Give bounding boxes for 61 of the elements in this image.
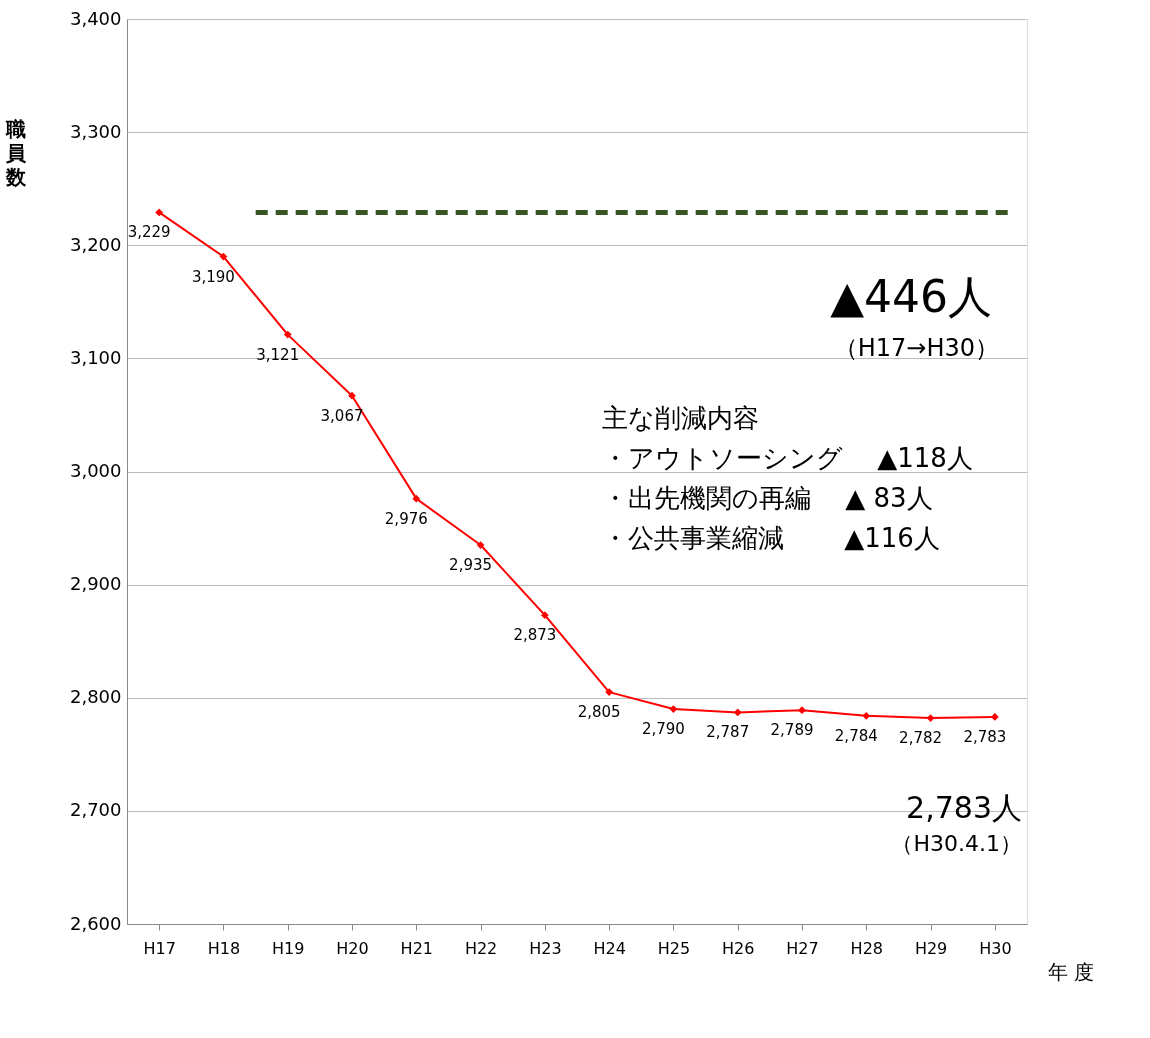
x-tick-label: H19 (272, 938, 305, 958)
point (669, 705, 678, 713)
text: 2,976 (384, 509, 428, 528)
text: 2,935 (449, 556, 493, 575)
text: 2,783 (963, 727, 1007, 746)
y-tick-label: 3,000 (69, 460, 122, 481)
annotation: 主な削減内容 (602, 403, 759, 433)
x-tick-label: H25 (657, 938, 691, 958)
x-tick-label: H29 (914, 938, 948, 958)
x-tick-label: H28 (850, 938, 883, 958)
y-tick-label: 2,600 (69, 912, 122, 934)
x-tick-label: H17 (143, 938, 176, 958)
text: 3,229 (127, 223, 171, 242)
x-tick-label: H22 (464, 938, 498, 958)
y-tick-label: 2,700 (69, 799, 122, 821)
x-tick-label: H20 (336, 938, 369, 958)
text: 3,067 (320, 406, 364, 425)
y-tick-label: 3,400 (69, 7, 122, 29)
annotation: 2,783人 (906, 790, 1022, 825)
x-tick-label: H24 (593, 938, 626, 958)
text: 2,789 (770, 721, 814, 740)
text: 2,782 (899, 729, 943, 748)
text: 2,790 (641, 720, 685, 739)
point (733, 708, 742, 717)
point (798, 706, 806, 715)
annotation: ・公共事業縮減 ▲116人 (602, 523, 940, 553)
text: 2,784 (834, 726, 878, 745)
y-tick-label: 2,800 (69, 686, 122, 708)
y-tick-label: 3,100 (69, 346, 122, 368)
annotation: ・出先機関の再編 ▲ 83人 (602, 483, 933, 513)
text: 3,121 (256, 345, 300, 364)
y-tick-label: 3,200 (69, 233, 122, 255)
x-axis-title: 年 度 (1047, 959, 1094, 984)
point (412, 494, 421, 503)
point (219, 252, 228, 261)
text: 3,190 (191, 267, 235, 286)
annotation: （H17→H30） (833, 334, 999, 362)
point (926, 714, 935, 722)
y-tick-label: 2,900 (69, 573, 122, 595)
x-tick-label: H26 (722, 938, 755, 958)
x-tick-label: H21 (400, 938, 433, 958)
annotation: ・アウトソーシング ▲118人 (602, 443, 973, 473)
x-tick-label: H27 (786, 938, 819, 958)
point (348, 391, 356, 400)
point (990, 713, 999, 721)
point (862, 711, 871, 720)
x-tick-label: H18 (207, 938, 241, 958)
text: 2,873 (513, 626, 557, 645)
text: 2,787 (706, 723, 750, 742)
annotation: ▲446人 (830, 271, 992, 322)
point (540, 611, 549, 620)
y-axis-title: 職員数 (4, 116, 27, 189)
point (155, 208, 164, 217)
annotation: （H30.4.1） (891, 831, 1022, 856)
x-tick-label: H30 (979, 938, 1012, 958)
text: 2,805 (577, 703, 621, 722)
x-tick-label: H23 (529, 938, 562, 958)
y-tick-label: 3,300 (69, 120, 122, 142)
point (476, 541, 485, 549)
point (605, 688, 614, 696)
point (283, 330, 292, 339)
